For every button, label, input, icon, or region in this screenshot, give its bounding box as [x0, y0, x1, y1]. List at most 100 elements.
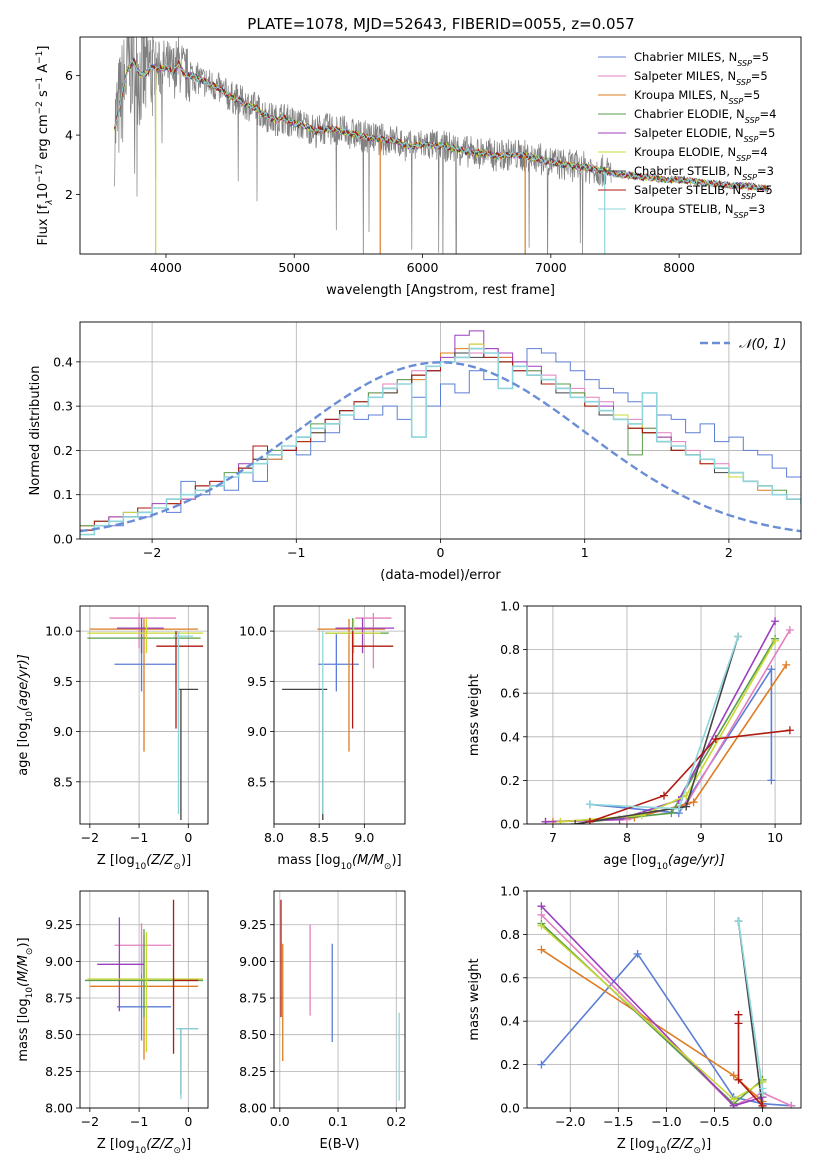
mass-weight-line — [589, 636, 739, 810]
plot-area — [87, 613, 204, 820]
plot-area — [80, 330, 801, 536]
legend-label-tail: =5 — [743, 88, 760, 102]
plot-area — [280, 899, 400, 1101]
x-axis-label-part: (Z/Z — [146, 1137, 174, 1152]
legend-label-tail: =5 — [758, 126, 775, 140]
histogram-step-line — [80, 348, 801, 531]
plot-area — [84, 899, 204, 1100]
y-axis-label-part: s — [36, 90, 51, 101]
legend-label-text: Chabrier MILES, N — [634, 50, 737, 64]
legend-label-sub: SSP — [745, 116, 760, 125]
mass-weight-line — [540, 922, 764, 1105]
x-axis-label-part: )] — [181, 1137, 191, 1152]
x-axis-label-part: Z [log — [617, 1137, 655, 1152]
mass-weight-line — [540, 905, 763, 1107]
x-axis-label-part: 10 — [655, 1146, 667, 1156]
y-tick-label: 9.00 — [239, 954, 267, 969]
y-tick-label: 10.0 — [239, 624, 267, 639]
y-tick-label: 8.5 — [53, 774, 73, 789]
mass-weight-marker — [537, 902, 546, 911]
axes-frame — [273, 890, 406, 1109]
axes-frame — [79, 890, 209, 1109]
mass-weight-marker — [674, 804, 683, 813]
x-tick-label: −0.5 — [699, 1114, 729, 1129]
mass-weight-marker — [787, 1101, 796, 1108]
y-axis-label-part: −17 — [35, 164, 45, 183]
legend-label-text: Salpeter STELIB, N — [634, 183, 741, 197]
x-axis-label-part: ⊙ — [173, 1146, 181, 1156]
legend-label: Kroupa ELODIE, NSSP=4 — [634, 145, 768, 163]
legend-label-sub: SSP — [734, 211, 749, 220]
y-tick-label: 0.4 — [500, 1014, 520, 1029]
y-tick-label: 0.3 — [53, 399, 73, 414]
y-axis-label-part: mass [log — [16, 998, 31, 1061]
mass-weight-marker — [537, 1060, 546, 1069]
x-axis-label-part: (Z/Z — [666, 1137, 694, 1152]
x-tick-label: −2 — [143, 545, 161, 560]
legend-label-tail: =5 — [751, 69, 768, 83]
axes-frame — [526, 890, 802, 1109]
y-tick-label: 0.0 — [53, 532, 73, 547]
legend-label-text: Chabrier ELODIE, N — [634, 107, 745, 121]
legend-label-tail: =5 — [752, 50, 769, 64]
y-tick-label: 0.1 — [53, 487, 73, 502]
x-tick-label: −1.0 — [651, 1114, 681, 1129]
x-tick-label: 7000 — [535, 260, 567, 275]
legend-label: Salpeter STELIB, NSSP=5 — [634, 183, 773, 201]
x-axis-label: mass [log10(M/M⊙)] — [277, 853, 401, 872]
y-tick-label: 0.2 — [500, 1057, 520, 1072]
x-axis-label-part: )] — [181, 853, 191, 868]
age-vs-mass-panel: 8.0 8.5 9.0 8.5 9.0 9.5 10.0 mass [log10(M/M⊙)] — [239, 605, 406, 872]
plot-area — [537, 902, 796, 1108]
legend-label-text: Salpeter ELODIE, N — [634, 126, 744, 140]
x-axis-label-part: )] — [701, 1137, 711, 1152]
y-axis-label: mass weight — [467, 674, 482, 756]
y-tick-label: 9.00 — [45, 954, 73, 969]
legend-label-sub: SSP — [736, 78, 751, 87]
mass-weight-marker — [734, 632, 743, 641]
x-axis-label-part: ⊙ — [173, 862, 181, 872]
mass-vs-extinction-panel: 0.0 0.1 0.2 8.00 8.25 8.50 8.75 9.00 9.25 E(B-V) — [239, 890, 406, 1152]
plot-area — [541, 617, 794, 824]
x-axis-label-part: 10 — [656, 862, 668, 872]
spectrum-title: PLATE=1078, MJD=52643, FIBERID=0055, z=0… — [247, 15, 634, 33]
x-axis-label-part: (Z/Z — [146, 853, 174, 868]
x-tick-label: 6000 — [407, 260, 439, 275]
x-tick-label: 1 — [581, 545, 589, 560]
legend-label-tail: =4 — [760, 107, 777, 121]
mass-weight-marker — [785, 726, 794, 735]
x-axis-label-part: 10 — [135, 862, 147, 872]
mass-weight-marker — [729, 1095, 738, 1104]
x-axis-label-part: mass [log — [277, 853, 340, 868]
x-axis-label-part: (age/yr)] — [668, 853, 725, 868]
y-tick-label: 9.0 — [247, 724, 267, 739]
y-axis-label-part: 10 — [25, 987, 35, 999]
y-tick-label: 9.5 — [53, 674, 73, 689]
data-spectrum-line — [114, 37, 612, 254]
legend-label: Chabrier ELODIE, NSSP=4 — [634, 107, 776, 125]
residual-histogram-panel: −2 −1 0 1 2 0.0 0.1 0.2 0.3 0.4 (data-model)/error… — [28, 321, 802, 583]
mass-weight-marker — [758, 1101, 767, 1108]
y-axis-label-part: (age/yr)] — [16, 654, 31, 711]
x-axis-label: age [log10(age/yr)] — [603, 853, 725, 872]
plot-area — [114, 37, 770, 254]
x-tick-label: 9.0 — [354, 830, 374, 845]
y-axis-label-part: ] — [36, 46, 51, 51]
x-axis-label: wavelength [Angstrom, rest frame] — [326, 283, 555, 298]
x-tick-label: 0.1 — [328, 1114, 348, 1129]
x-axis-label-part: ⊙ — [384, 862, 392, 872]
mass-weight-line — [737, 1014, 764, 1107]
y-axis-label-part: 10 — [36, 183, 51, 200]
y-tick-label: 1.0 — [500, 599, 520, 614]
legend-label: Chabrier MILES, NSSP=5 — [634, 50, 769, 68]
x-axis-label: Z [log10(Z/Z⊙)] — [97, 1137, 191, 1156]
x-tick-label: 8 — [623, 830, 631, 845]
y-axis-label-part: (M/M — [16, 955, 31, 987]
x-tick-label: 0.2 — [386, 1114, 406, 1129]
x-tick-label: 8.5 — [309, 830, 329, 845]
x-tick-label: −2 — [81, 1114, 99, 1129]
y-tick-label: 8.00 — [239, 1101, 267, 1116]
histogram-step-line — [80, 348, 801, 527]
